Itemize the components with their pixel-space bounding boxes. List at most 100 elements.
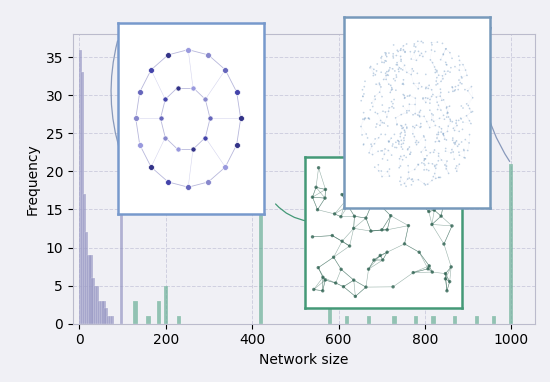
- Point: [421, 182, 430, 188]
- Point: [394, 66, 403, 72]
- Point: [372, 68, 381, 74]
- Point: [410, 43, 419, 49]
- Point: [467, 109, 476, 115]
- Point: [368, 104, 377, 110]
- Point: [380, 151, 389, 157]
- Point: [417, 84, 426, 90]
- Point: [398, 157, 407, 163]
- Point: [400, 152, 409, 159]
- Point: [464, 102, 472, 108]
- Point: [408, 176, 417, 182]
- Point: [451, 87, 460, 93]
- Point: [366, 228, 375, 234]
- Point: [396, 47, 405, 53]
- Point: [389, 53, 398, 59]
- Point: [403, 110, 411, 116]
- Point: [411, 48, 420, 54]
- Point: [135, 142, 144, 148]
- Point: [377, 131, 386, 138]
- Point: [425, 168, 433, 174]
- Point: [415, 249, 424, 255]
- Point: [398, 146, 407, 152]
- Point: [439, 131, 448, 137]
- Point: [377, 227, 386, 233]
- Point: [308, 234, 317, 240]
- Point: [221, 164, 230, 170]
- Point: [397, 129, 406, 136]
- Point: [366, 204, 375, 210]
- Point: [395, 156, 404, 162]
- Point: [410, 125, 419, 131]
- Point: [456, 116, 465, 122]
- Point: [406, 151, 415, 157]
- Point: [412, 122, 421, 128]
- Point: [405, 151, 414, 157]
- Point: [407, 182, 416, 188]
- Point: [448, 88, 457, 94]
- Point: [439, 51, 448, 57]
- Point: [164, 52, 173, 58]
- Point: [396, 131, 405, 137]
- Point: [388, 66, 397, 72]
- Point: [418, 202, 427, 209]
- Point: [405, 92, 414, 98]
- Point: [313, 207, 322, 213]
- Point: [395, 65, 404, 71]
- Point: [434, 138, 443, 144]
- Point: [363, 135, 372, 141]
- Point: [379, 76, 388, 83]
- Point: [424, 160, 433, 167]
- Point: [405, 93, 414, 99]
- Bar: [98, 301, 101, 324]
- Point: [452, 138, 461, 144]
- Point: [400, 62, 409, 68]
- Point: [458, 126, 467, 133]
- Point: [420, 134, 428, 140]
- Point: [441, 270, 450, 277]
- Point: [413, 70, 422, 76]
- Point: [451, 139, 460, 146]
- Point: [337, 214, 345, 220]
- Point: [437, 126, 446, 132]
- Point: [419, 95, 427, 101]
- Point: [395, 165, 404, 171]
- Point: [391, 115, 400, 121]
- Point: [345, 243, 354, 249]
- Point: [443, 110, 452, 117]
- Point: [386, 213, 395, 219]
- Point: [468, 108, 477, 115]
- Point: [455, 67, 464, 73]
- Point: [436, 174, 445, 180]
- Point: [382, 114, 391, 120]
- Point: [361, 215, 370, 221]
- Point: [448, 84, 456, 90]
- Point: [427, 222, 436, 228]
- Point: [414, 162, 423, 168]
- Point: [381, 109, 390, 115]
- Point: [375, 80, 384, 86]
- Point: [401, 49, 410, 55]
- Point: [450, 63, 459, 70]
- Point: [383, 157, 392, 163]
- Point: [424, 181, 432, 187]
- Point: [392, 72, 400, 78]
- Point: [457, 139, 466, 145]
- Point: [384, 81, 393, 87]
- Point: [387, 85, 396, 91]
- Point: [450, 141, 459, 147]
- Point: [417, 50, 426, 57]
- Point: [381, 52, 390, 58]
- Point: [377, 84, 386, 90]
- Point: [375, 201, 383, 207]
- Point: [385, 105, 394, 111]
- Point: [399, 125, 408, 131]
- Point: [434, 158, 443, 164]
- Point: [358, 132, 366, 138]
- Point: [439, 131, 448, 137]
- Point: [453, 143, 462, 149]
- Point: [436, 57, 445, 63]
- Point: [352, 185, 361, 191]
- Bar: [87, 255, 91, 324]
- Bar: [146, 316, 151, 324]
- Point: [399, 135, 408, 141]
